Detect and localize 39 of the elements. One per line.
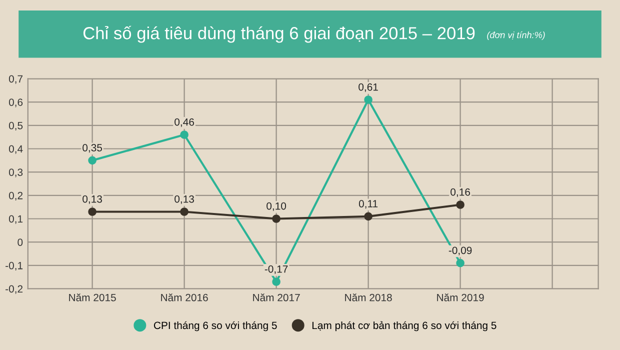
point <box>456 258 464 268</box>
data-label: 0,16 <box>450 188 470 197</box>
point <box>272 278 280 286</box>
y-tick-label: 0 <box>18 238 23 246</box>
x-tick-label: Năm 2015 <box>69 293 116 302</box>
x-tick-label: Năm 2018 <box>345 293 392 302</box>
data-label: 0,13 <box>174 195 194 204</box>
point <box>364 212 372 221</box>
data-label: 0,10 <box>266 202 286 211</box>
point <box>88 208 96 216</box>
data-label: 0,11 <box>358 200 378 209</box>
y-tick-label: 0,2 <box>8 192 23 201</box>
legend-label: CPI tháng 6 so với tháng 5 <box>154 321 277 332</box>
data-label: 0,35 <box>82 144 102 153</box>
y-tick-label: 0,3 <box>8 168 23 178</box>
data-label: 0,61 <box>358 83 378 92</box>
data-label: -0,09 <box>448 246 472 256</box>
point <box>272 214 280 223</box>
point <box>88 156 96 165</box>
data-label: 0,46 <box>174 118 194 127</box>
legend-label: Lạm phát cơ bản tháng 6 so với tháng 5 <box>312 321 496 332</box>
point <box>180 130 188 139</box>
y-tick-label: -0,1 <box>6 262 23 271</box>
x-tick-label: Năm 2017 <box>253 293 300 302</box>
y-tick-label: 0,5 <box>8 122 23 131</box>
chart-title: Chỉ số giá tiêu dùng tháng 6 giai đoạn 2015 – 2019 <box>83 26 475 43</box>
data-label: -0,17 <box>264 265 288 274</box>
point <box>364 96 372 104</box>
x-tick-label: Năm 2016 <box>161 293 208 302</box>
y-tick-label: 0,6 <box>8 98 23 108</box>
chart-subtitle: (đơn vị tính:%) <box>487 31 545 40</box>
data-label: 0,13 <box>82 195 102 204</box>
x-tick-label: Năm 2019 <box>437 293 484 302</box>
y-tick-label: 0,1 <box>8 215 23 224</box>
point <box>180 208 188 216</box>
y-tick-label: 0,7 <box>8 75 23 84</box>
point <box>456 200 464 209</box>
y-tick-label: 0,4 <box>8 145 23 154</box>
y-tick-label: -0,2 <box>6 285 23 294</box>
